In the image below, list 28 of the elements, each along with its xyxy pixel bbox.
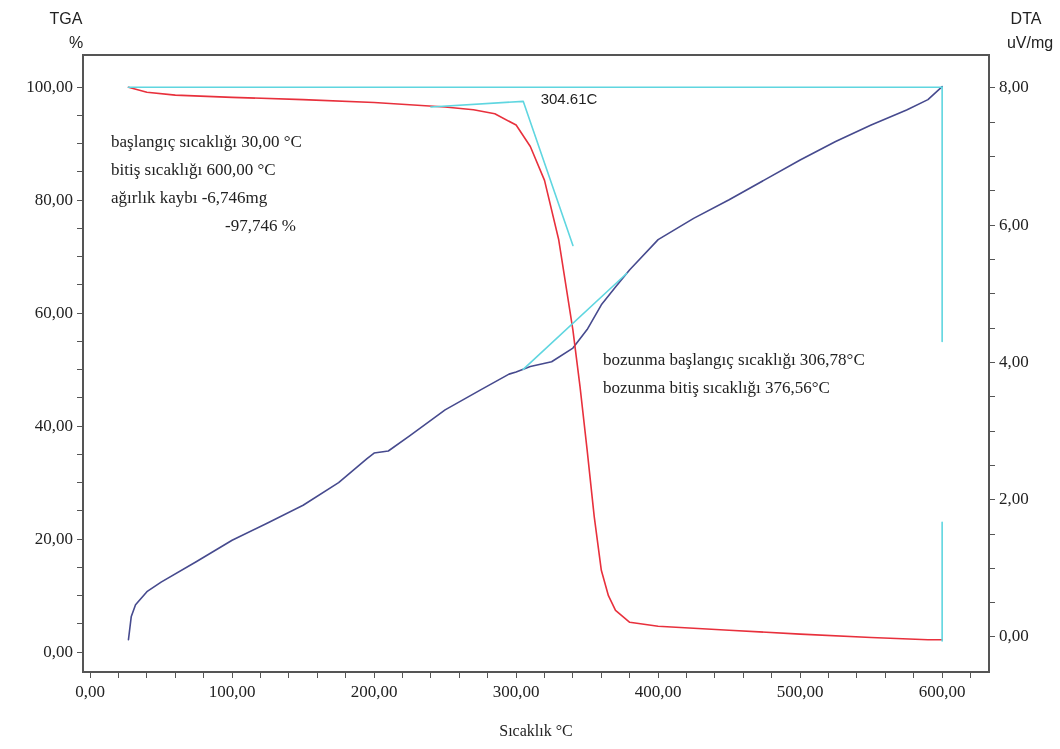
y-tick-label: 0,00 <box>43 641 73 661</box>
y-tick-label: 80,00 <box>34 189 73 209</box>
annotation: 304.61C <box>540 90 598 108</box>
y-tick-label: 60,00 <box>34 302 73 322</box>
y-tick-label: 40,00 <box>34 415 73 435</box>
y2-tick-label: 6,00 <box>999 214 1029 234</box>
x-tick-label: 200,00 <box>350 681 398 701</box>
x-tick-label: 600,00 <box>918 681 966 701</box>
y-tick-label: 100,00 <box>26 76 73 96</box>
y2-tick-label: 4,00 <box>999 351 1029 371</box>
annotation: ağırlık kaybı -6,746mg <box>111 188 268 208</box>
annotation: bozunma başlangıç sıcaklığı 306,78°C <box>603 350 865 370</box>
y2-tick-label: 2,00 <box>999 489 1029 509</box>
annotation: -97,746 % <box>225 216 296 236</box>
x-tick-label: 300,00 <box>492 681 540 701</box>
x-axis-title: Sıcaklık °C <box>499 722 573 740</box>
y2-axis-title: DTA uV/mg <box>1006 10 1054 52</box>
x-tick-label: 100,00 <box>208 681 256 701</box>
y2-tick-label: 8,00 <box>999 77 1029 97</box>
y-tick-label: 20,00 <box>34 528 73 548</box>
x-tick-label: 0,00 <box>75 681 105 701</box>
annotation: bitiş sıcaklığı 600,00 °C <box>111 160 276 180</box>
y-axis-title: TGA % <box>49 10 84 52</box>
x-tick-label: 500,00 <box>776 681 824 701</box>
annotation: başlangıç sıcaklığı 30,00 °C <box>111 132 302 152</box>
y2-tick-label: 0,00 <box>999 626 1029 646</box>
x-tick-label: 400,00 <box>634 681 682 701</box>
annotation: bozunma bitiş sıcaklığı 376,56°C <box>603 378 830 398</box>
